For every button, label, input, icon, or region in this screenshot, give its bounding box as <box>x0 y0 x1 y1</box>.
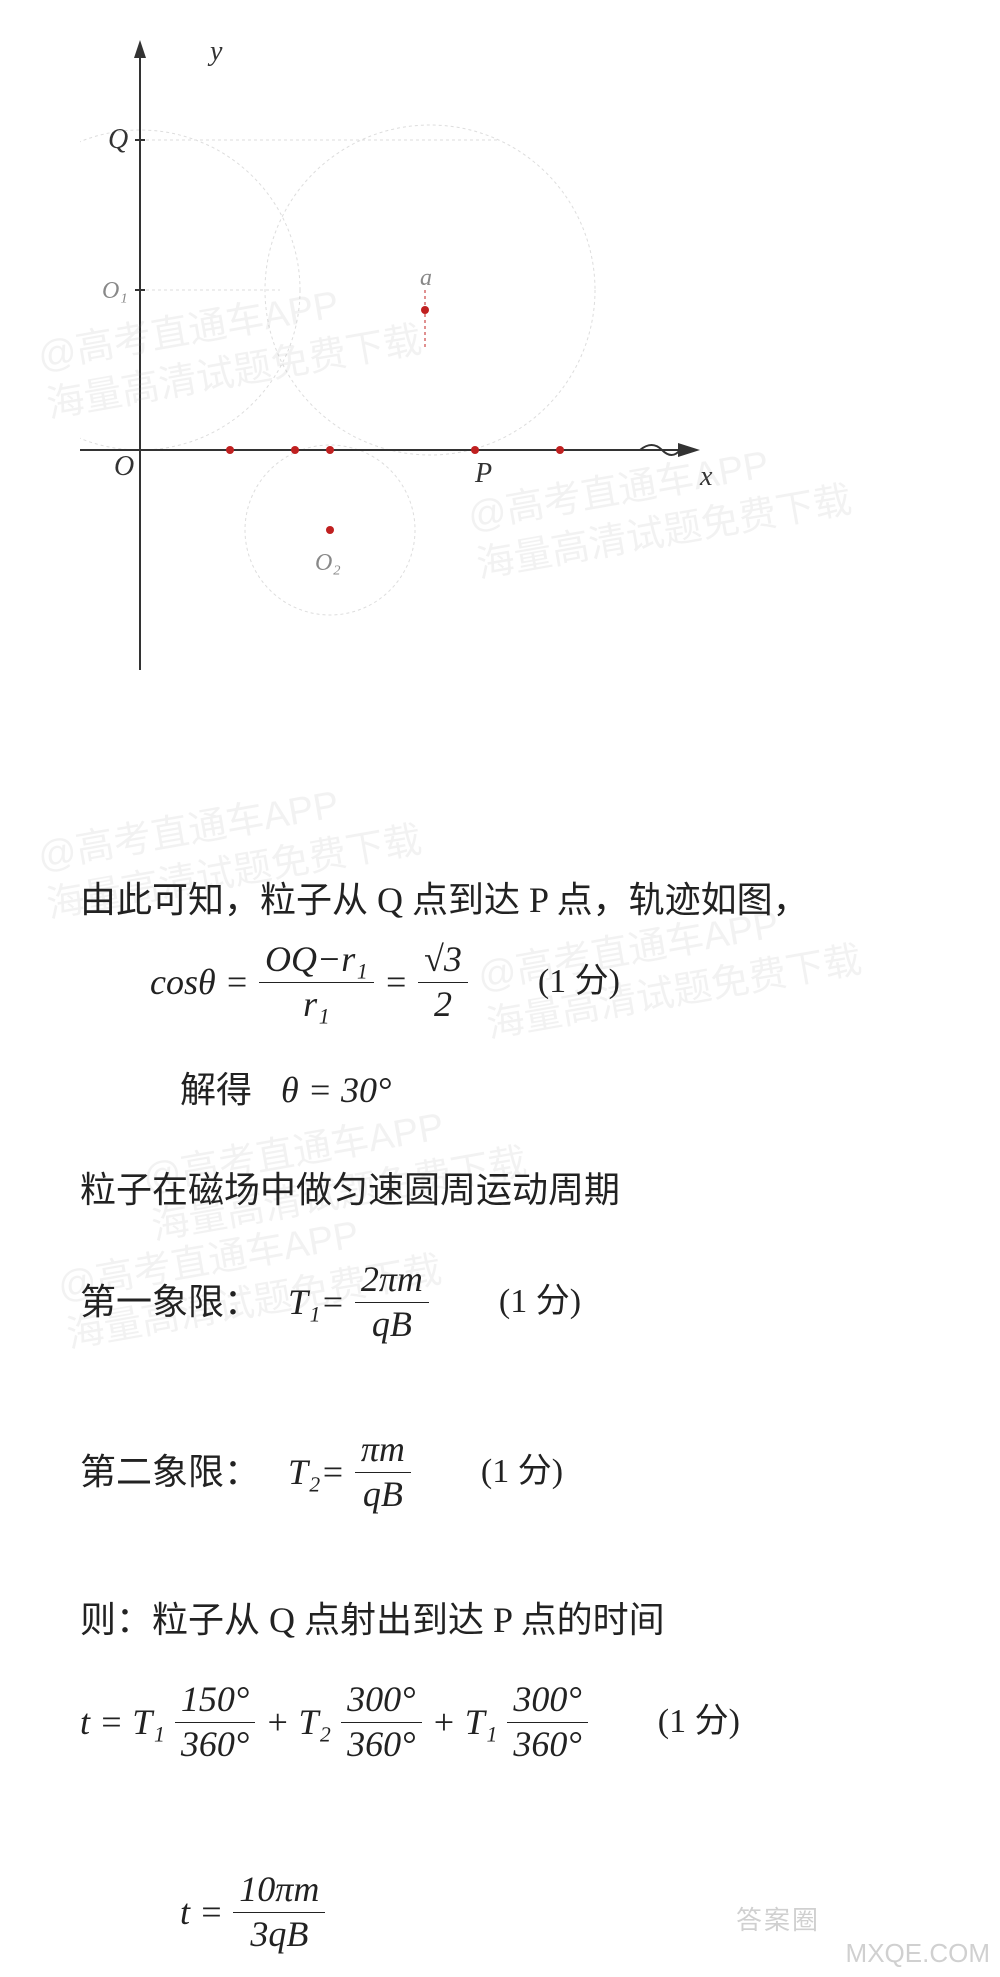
score-mark: (1 分) <box>658 1693 740 1751</box>
y-axis-label: y <box>207 36 223 67</box>
physics-diagram: y x O Q O₁ O₂ a P <box>80 30 720 670</box>
label-O: O <box>114 451 134 482</box>
time-eq: t = T₁ 150° 360° + T₂ 300° 360° + T₁ 300… <box>80 1680 740 1764</box>
footer-right: MXQE.COM <box>846 1938 990 1969</box>
label-P: P <box>474 458 492 489</box>
label-a: a <box>420 265 432 291</box>
label-O2: O₂ <box>315 550 341 576</box>
solve-line: 解得 θ = 30° <box>180 1060 391 1121</box>
result-eq: t = 10πm 3qB <box>180 1870 327 1954</box>
line-intro: 由此可知，粒子从 Q 点到达 P 点，轨迹如图， <box>80 870 940 931</box>
quad1-line: 第一象限： T₁= 2πm qB (1 分) <box>80 1260 581 1344</box>
eq-cos: cosθ = OQ−r₁ r₁ = √3 2 (1 分) <box>80 940 620 1024</box>
score-mark: (1 分) <box>538 953 620 1011</box>
diagram-svg: y x O Q O₁ O₂ a P <box>80 30 720 670</box>
score-mark: (1 分) <box>499 1273 581 1331</box>
x-axis-label: x <box>699 461 713 492</box>
label-Q: Q <box>108 124 128 155</box>
quad2-line: 第二象限： T₂= πm qB (1 分) <box>80 1430 563 1514</box>
line-time: 则：粒子从 Q 点射出到达 P 点的时间 <box>80 1590 940 1651</box>
footer-left: 答案圈 <box>736 1900 820 1937</box>
line-period: 粒子在磁场中做匀速圆周运动周期 <box>80 1160 940 1221</box>
score-mark: (1 分) <box>481 1443 563 1501</box>
eq-cos-lhs: cosθ = <box>150 952 249 1013</box>
label-O1: O₁ <box>102 278 128 304</box>
